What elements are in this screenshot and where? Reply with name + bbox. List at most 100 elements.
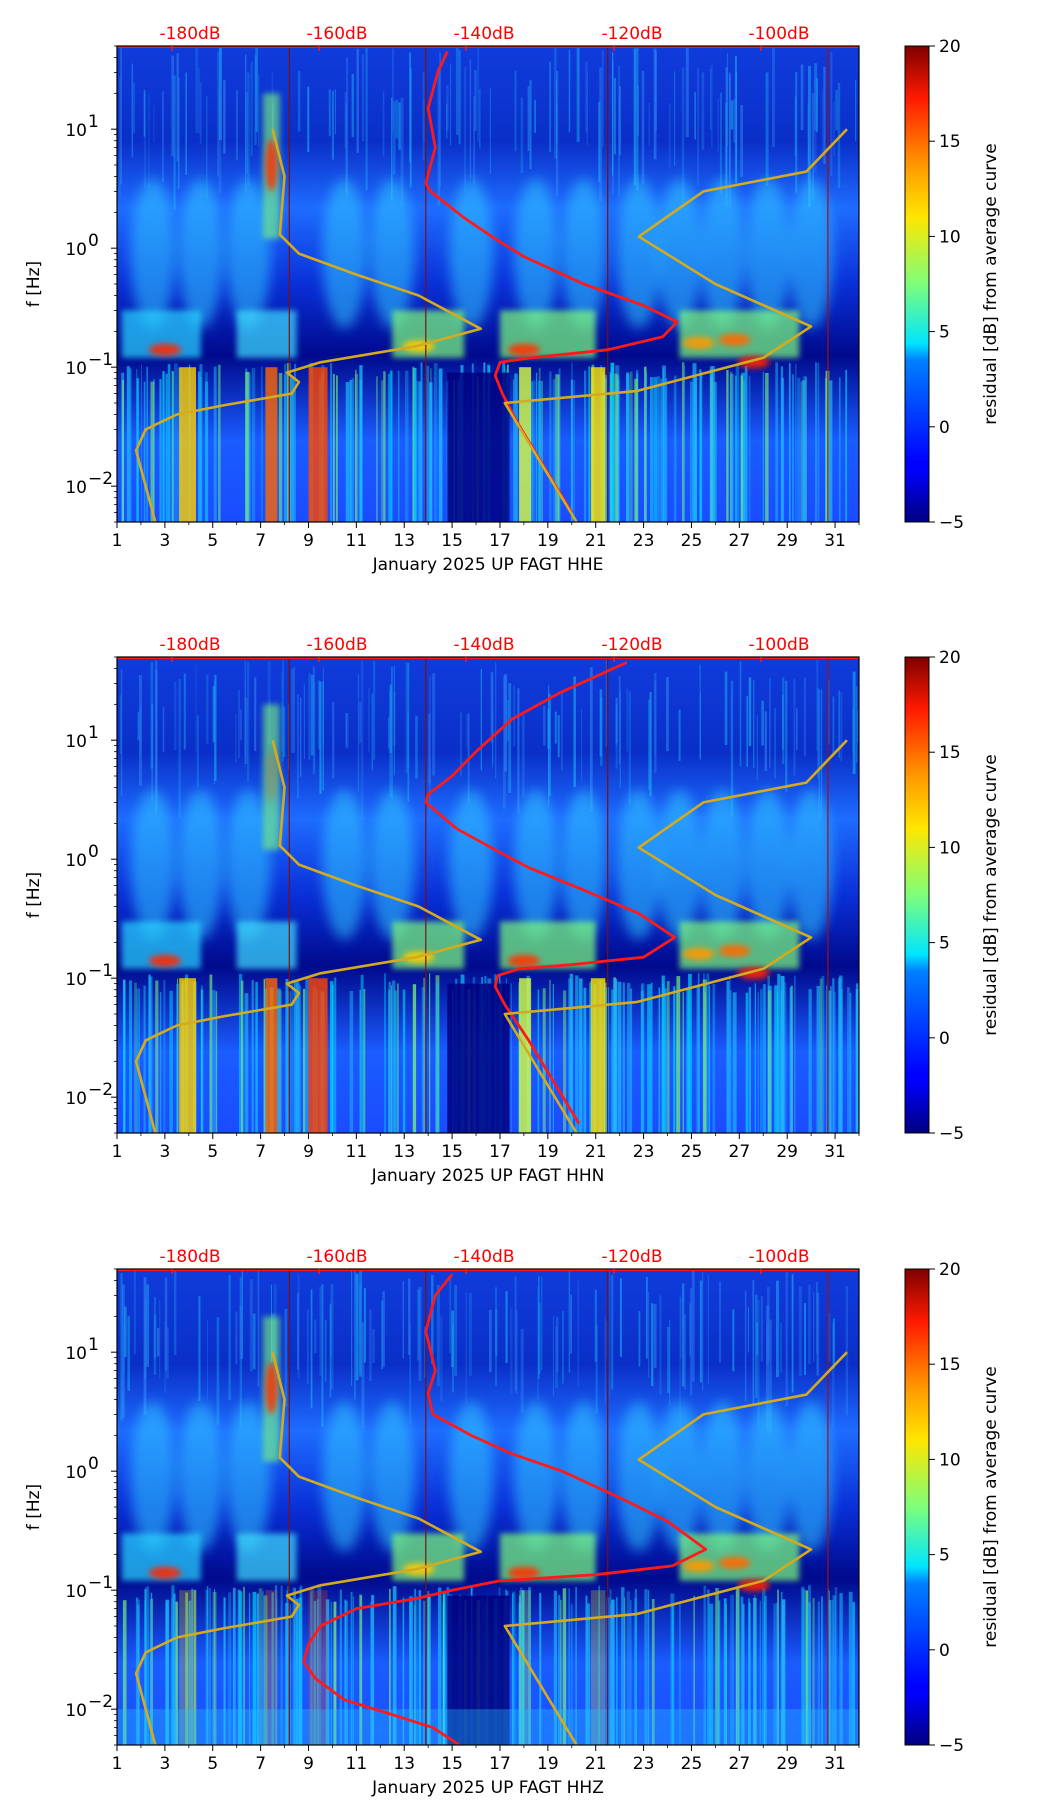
hf-streak [469,59,472,179]
hf-streak [195,664,197,753]
streak [248,1593,251,1745]
db-scale-labels: -180dB -160dB -140dB -120dB -100dB [159,635,810,662]
colorbar-tick-label: 15 [939,743,961,763]
streak [805,377,807,522]
streak [425,365,430,522]
streak [767,985,772,1133]
streak [162,371,165,522]
streak [683,365,686,522]
hf-streak [254,55,257,145]
streak [199,364,203,522]
hf-streak [393,101,396,175]
streak [214,1589,216,1745]
hf-streak [329,1304,332,1398]
high-frequency-texture [119,658,859,821]
streak [686,988,689,1133]
hf-streak [382,91,385,157]
cloud [616,789,661,940]
hf-streak [153,1314,157,1375]
streak [310,1592,313,1745]
hf-streak [252,1313,256,1370]
streak [376,376,378,522]
streak [718,1600,721,1745]
hf-streak [195,46,199,133]
hf-streak [473,96,475,184]
streak [703,1585,706,1745]
streak [520,1587,523,1745]
streak [171,1598,173,1745]
streak [742,1604,745,1745]
db-label: -120dB [601,635,662,655]
hf-streak [504,674,508,772]
streak [531,381,533,522]
hf-streak [183,673,186,750]
hf-streak [556,70,559,197]
streak [409,1596,413,1745]
hf-streak [813,78,817,174]
x-tick-label: 17 [489,531,511,551]
colorbar-tick-label: 10 [939,227,961,247]
streak [188,1601,190,1745]
streak [666,981,670,1133]
db-label: -180dB [159,1247,220,1267]
energy-clouds [130,178,834,329]
x-tick-label: 3 [159,1142,170,1162]
streak [193,1589,197,1745]
hf-streak [318,680,321,750]
hf-streak [680,1298,682,1359]
hf-streak [653,680,657,757]
hf-streak [123,1325,125,1375]
db-label: -180dB [159,24,220,44]
streak [764,1596,767,1745]
streak [263,1595,268,1745]
x-axis-label: January 2025 UP FAGT HHN [371,1166,605,1186]
streak [325,1599,330,1745]
colorbar-tick-label: −5 [939,1124,964,1144]
hf-streak [365,46,368,191]
streak [780,990,784,1133]
hf-streak [322,681,324,791]
hf-streak [823,67,826,164]
streak [354,373,359,522]
streak [284,364,286,522]
streak [297,980,299,1133]
streak [137,1599,140,1745]
y-tick-label: 10 [65,359,87,379]
streak [845,369,847,522]
hf-streak [299,697,302,777]
x-tick-label: 1 [112,1754,123,1774]
colorbar-tick-label: 0 [939,1029,950,1049]
streak [209,974,213,1133]
hf-streak [510,1308,513,1395]
streak [832,1595,836,1745]
hf-streak [732,1309,735,1372]
hf-streak [153,1296,157,1358]
streak [622,982,625,1133]
energy-clouds [130,1401,834,1552]
hf-streak [372,1328,375,1363]
hf-streak [322,668,324,746]
x-tick-label: 15 [441,531,463,551]
hf-streak [480,669,482,771]
streak [752,1597,757,1745]
y-axis-label: f [Hz] [24,261,44,307]
streak [583,987,587,1133]
streak [205,381,209,522]
hf-streak [628,691,631,805]
hf-streak [831,1323,835,1428]
hf-streak [213,680,216,785]
hf-streak [719,92,722,194]
hf-streak [573,676,576,787]
hf-streak [363,1288,366,1363]
hf-streak [681,1283,685,1387]
y-tick-exponent: 1 [88,112,99,132]
y-tick-label: 10 [65,1089,87,1109]
hf-streak [739,661,742,767]
streak [402,1597,405,1745]
hf-streak [241,1269,244,1359]
hf-streak [281,671,283,752]
streak [383,371,386,522]
hf-streak [148,93,150,189]
streak [589,980,592,1133]
